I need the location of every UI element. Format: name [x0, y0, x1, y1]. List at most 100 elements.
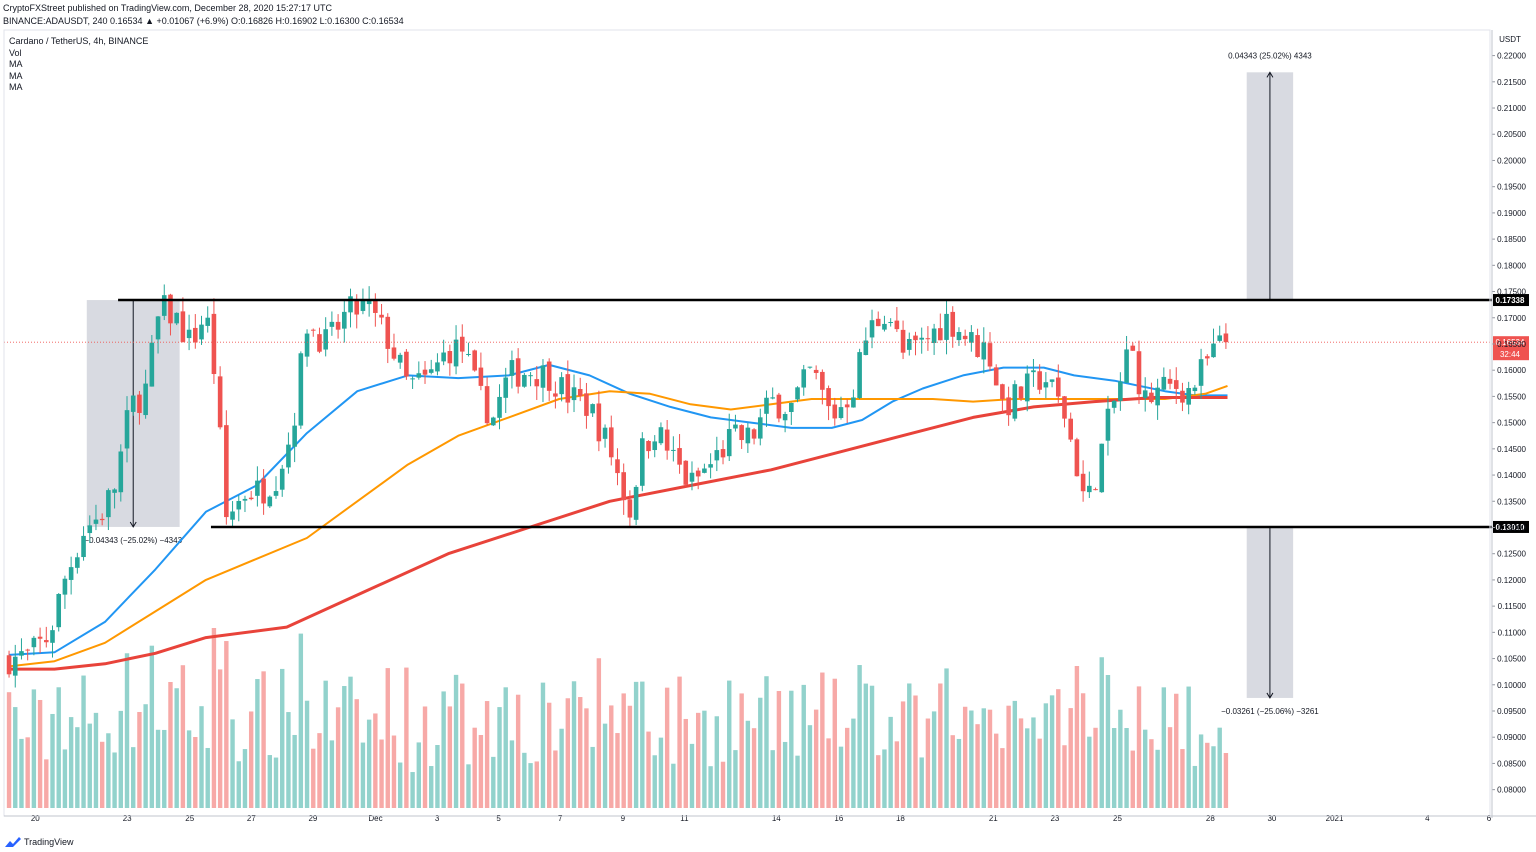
volume-bar	[460, 683, 465, 808]
candle-up	[1124, 349, 1129, 383]
volume-bar	[1074, 665, 1080, 808]
candle-down	[875, 318, 881, 327]
volume-bar	[621, 693, 626, 808]
legend-ma-3[interactable]: MA	[9, 82, 23, 92]
volume-bar	[782, 741, 788, 808]
volume-bar	[124, 653, 130, 808]
candle-down	[695, 470, 701, 477]
candle-down	[534, 379, 540, 387]
candle-up	[689, 472, 695, 482]
legend-ma-2[interactable]: MA	[9, 70, 23, 81]
candle-up	[19, 651, 24, 656]
price-tick-label: 0.16000	[1497, 366, 1526, 375]
volume-bar	[758, 697, 763, 808]
candle-up	[1155, 387, 1160, 406]
volume-bar	[559, 728, 564, 808]
time-tick-label: Dec	[368, 814, 382, 823]
price-axis: USDT 0.22000 0.21500 0.21000 0.20500 0.20000 0…	[1492, 35, 1527, 795]
candle-down	[1074, 439, 1080, 477]
candle-up	[602, 427, 608, 439]
candle-down	[627, 499, 633, 518]
brand-name: TradingView	[24, 837, 74, 847]
volume-bar	[311, 748, 316, 808]
candle-up	[757, 417, 763, 439]
candle-down	[820, 371, 825, 390]
volume-bar	[813, 709, 819, 808]
volume-bar	[807, 725, 813, 808]
candle-up	[652, 441, 658, 451]
candle-down	[447, 351, 453, 364]
volume-bar	[565, 698, 571, 808]
candle-down	[720, 449, 726, 458]
candle-up	[161, 295, 167, 316]
volume-bar	[981, 708, 986, 808]
volume-bar	[1056, 689, 1061, 808]
volume-bar	[242, 749, 248, 808]
candle-up	[81, 535, 86, 558]
volume-bar	[515, 694, 521, 808]
candle-up	[981, 342, 987, 360]
candle-up	[1031, 370, 1036, 373]
candle-up	[1043, 382, 1049, 388]
candle-up	[1161, 376, 1167, 390]
volume-bar	[664, 687, 670, 808]
candle-up	[1105, 408, 1111, 441]
volume-bar	[702, 710, 707, 808]
candle-up	[503, 377, 509, 398]
volume-bar	[733, 750, 738, 808]
legend-volume[interactable]: Vol	[9, 47, 22, 58]
volume-bar	[683, 718, 688, 808]
candle-up	[304, 333, 310, 357]
candle-up	[199, 324, 204, 340]
volume-bar	[553, 750, 558, 808]
volume-bar	[261, 671, 266, 808]
volume-bar	[776, 691, 782, 808]
volume-bar	[143, 704, 148, 808]
time-tick-label: 25	[185, 814, 194, 823]
volume-bar	[528, 763, 533, 808]
price-tick-label: 0.14000	[1497, 471, 1526, 480]
candle-up	[671, 449, 676, 451]
candle-down	[317, 334, 322, 352]
volume-bar	[907, 683, 912, 808]
candles	[6, 284, 1229, 688]
candle-up	[956, 332, 962, 341]
candle-up	[702, 468, 707, 473]
publish-info: CryptoFXStreet published on TradingView.…	[3, 3, 333, 13]
volume-bar	[1099, 657, 1104, 808]
tradingview-brand[interactable]: TradingView	[5, 837, 74, 847]
candle-up	[75, 557, 80, 568]
volume-bar	[522, 752, 527, 808]
candle-up	[360, 300, 366, 311]
volume-bar	[509, 740, 515, 808]
volume-bar	[267, 755, 273, 808]
time-tick-label: 27	[247, 814, 256, 823]
time-tick-label: 4	[1425, 814, 1430, 823]
candle-up	[348, 296, 353, 313]
price-tick-label: 0.15000	[1497, 419, 1526, 428]
candle-up	[497, 396, 502, 418]
volume-bar	[441, 691, 446, 808]
volume-bar	[1149, 739, 1154, 808]
time-tick-label: 23	[1050, 814, 1059, 823]
volume-bar	[714, 716, 720, 808]
candle-down	[1068, 418, 1073, 440]
candle-down	[615, 459, 620, 474]
candle-down	[683, 460, 689, 485]
candle-up	[230, 511, 235, 520]
volume-bar	[13, 707, 18, 808]
candle-up	[1111, 400, 1117, 408]
legend-title[interactable]: Cardano / TetherUS, 4h, BINANCE	[9, 36, 149, 46]
candle-up	[12, 656, 18, 676]
candle-up	[857, 352, 862, 398]
volume-bar	[112, 752, 117, 808]
legend-ma-1[interactable]: MA	[9, 59, 23, 69]
volume-bar	[1136, 686, 1142, 808]
candle-down	[43, 640, 49, 643]
volume-bar	[56, 687, 61, 808]
price-tick-label: 0.21000	[1497, 104, 1526, 113]
price-tick-label: 0.11500	[1498, 602, 1527, 611]
candle-down	[584, 393, 589, 416]
measure-down-label: −0.03261 (−25.06%) −3261	[1221, 707, 1319, 716]
